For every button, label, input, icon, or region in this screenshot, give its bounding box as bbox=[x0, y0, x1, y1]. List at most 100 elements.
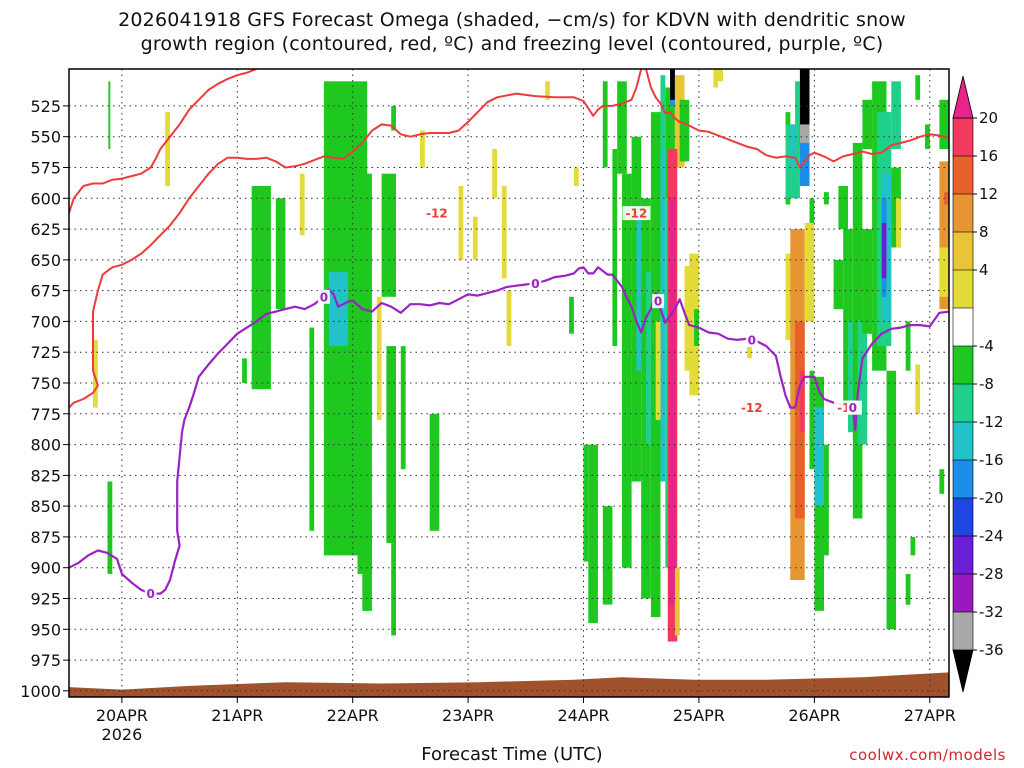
x-axis-title: Forecast Time (UTC) bbox=[421, 744, 603, 765]
omega-cell-106 bbox=[939, 469, 945, 494]
omega-cell-5 bbox=[251, 186, 271, 390]
omega-cell-11 bbox=[357, 173, 372, 574]
freezing-level-contour-label-bg-1 bbox=[317, 289, 330, 304]
omega-cell-91 bbox=[881, 222, 887, 279]
omega-cell-51 bbox=[674, 567, 680, 636]
omega-cell-96 bbox=[905, 321, 911, 371]
omega-cell-102 bbox=[939, 161, 949, 310]
omega-cell-7 bbox=[299, 173, 305, 236]
colorbar-bottom-arrow bbox=[952, 649, 974, 693]
omega-cell-29 bbox=[583, 444, 589, 562]
omega-cell-72 bbox=[809, 198, 815, 223]
omega-cell-1 bbox=[108, 81, 111, 149]
y-axis: 525 550 575 600 625 650 675 700 725 750 775 800 825 8… bbox=[20, 97, 69, 701]
y-tick-label-600: 600 bbox=[30, 189, 61, 208]
y-tick-label-525: 525 bbox=[30, 97, 61, 116]
y-tick-label-550: 550 bbox=[30, 128, 61, 147]
colorbar-top-arrow bbox=[952, 75, 974, 119]
omega-cell-14 bbox=[391, 105, 396, 131]
omega-cell-16 bbox=[386, 346, 396, 544]
omega-cell-44 bbox=[665, 87, 675, 199]
omega-cell-25 bbox=[506, 290, 512, 346]
y-tick-label-700: 700 bbox=[30, 312, 61, 331]
omega-cell-20 bbox=[429, 413, 440, 531]
omega-cell-33 bbox=[612, 149, 618, 346]
colorbar-label-0: 20 bbox=[979, 109, 998, 127]
dgz-contour-0-label-0: -12 bbox=[426, 207, 448, 221]
dgz-contour-2 bbox=[645, 69, 949, 169]
colorbar-label-1: 16 bbox=[979, 147, 998, 165]
x-tick-label-20APR: 20APR bbox=[96, 706, 148, 725]
omega-cell-62 bbox=[790, 124, 796, 168]
chart-title-line-2: growth region (contoured, red, ºC) and f… bbox=[140, 33, 884, 55]
chart-title-line-1: 2026041918 GFS Forecast Omega (shaded, −… bbox=[118, 9, 906, 31]
omega-cell-2 bbox=[107, 481, 113, 574]
omega-cell-55 bbox=[689, 346, 699, 396]
colorbar-bin-2 bbox=[952, 193, 974, 233]
y-tick-label-875: 875 bbox=[30, 528, 61, 547]
terrain-fill bbox=[69, 672, 949, 697]
omega-cell-95 bbox=[896, 198, 901, 248]
omega-cell-41 bbox=[655, 321, 661, 420]
dgz-contour-0-label-bg-0 bbox=[422, 206, 451, 221]
contour-layer bbox=[69, 69, 949, 595]
colorbar-label-3: 8 bbox=[979, 223, 989, 241]
omega-cell-99 bbox=[905, 573, 911, 605]
colorbar-label-2: 12 bbox=[979, 185, 998, 203]
colorbar-label-12: -32 bbox=[979, 603, 1004, 621]
omega-cell-15 bbox=[381, 173, 396, 297]
colorbar-label-11: -28 bbox=[979, 565, 1004, 583]
y-tick-label-950: 950 bbox=[30, 620, 61, 639]
y-tick-label-825: 825 bbox=[30, 466, 61, 485]
dgz-contour-0-label-1: -12 bbox=[626, 207, 648, 221]
freezing-level-contour bbox=[69, 266, 949, 595]
x-tick-label-21APR: 21APR bbox=[211, 706, 263, 725]
omega-cell-58 bbox=[713, 69, 723, 82]
dgz-contour-1 bbox=[69, 69, 643, 409]
colorbar-bin-0 bbox=[952, 117, 974, 157]
omega-cell-97 bbox=[915, 364, 921, 414]
freezing-level-contour-label-2: 0 bbox=[531, 277, 539, 291]
omega-cell-85 bbox=[862, 229, 872, 334]
omega-cell-37 bbox=[636, 210, 642, 371]
y-tick-label-975: 975 bbox=[30, 651, 61, 670]
colorbar-label-9: -20 bbox=[979, 489, 1004, 507]
y-tick-label-650: 650 bbox=[30, 251, 61, 270]
omega-cell-23 bbox=[492, 149, 497, 199]
omega-cell-74 bbox=[809, 370, 815, 470]
colorbar-label-7: -12 bbox=[979, 413, 1004, 431]
omega-cell-28 bbox=[573, 167, 579, 186]
omega-cell-103 bbox=[939, 247, 949, 297]
omega-cell-19 bbox=[420, 130, 425, 168]
colorbar: 20 16 12 8 4 -4 -8 -12 -16 -20 -24 -28 -32 -36 bbox=[952, 75, 1004, 693]
omega-cell-54 bbox=[689, 253, 699, 322]
omega-cell-8 bbox=[309, 327, 315, 531]
x-tick-label-24APR: 24APR bbox=[557, 706, 609, 725]
omega-cell-73 bbox=[804, 222, 815, 322]
omega-cell-26 bbox=[545, 81, 550, 100]
omega-cell-10 bbox=[328, 272, 348, 347]
omega-cell-50 bbox=[669, 198, 676, 605]
freezing-level-contour-label-4: 0 bbox=[748, 333, 756, 347]
omega-cell-40 bbox=[646, 272, 651, 445]
omega-cell-100 bbox=[915, 75, 921, 100]
omega-cell-93 bbox=[891, 81, 901, 149]
omega-cell-76 bbox=[814, 407, 824, 507]
y-tick-label-900: 900 bbox=[30, 559, 61, 578]
colorbar-bin-1 bbox=[952, 155, 974, 195]
omega-cell-67 bbox=[795, 321, 805, 519]
omega-cell-63 bbox=[795, 81, 800, 143]
freezing-level-contour-label-0: 0 bbox=[147, 587, 155, 601]
omega-cell-24 bbox=[501, 186, 507, 279]
y-tick-label-925: 925 bbox=[30, 590, 61, 609]
y-tick-label-850: 850 bbox=[30, 497, 61, 516]
y-tick-label-750: 750 bbox=[30, 374, 61, 393]
omega-cell-52 bbox=[679, 99, 690, 162]
omega-shading-layer bbox=[93, 69, 949, 642]
dgz-contour-0 bbox=[69, 69, 257, 214]
x-tick-label-26APR: 26APR bbox=[788, 706, 840, 725]
freezing-level-contour-label-5: 0 bbox=[849, 401, 857, 415]
omega-cell-104 bbox=[939, 99, 949, 150]
omega-cell-68 bbox=[799, 69, 810, 149]
